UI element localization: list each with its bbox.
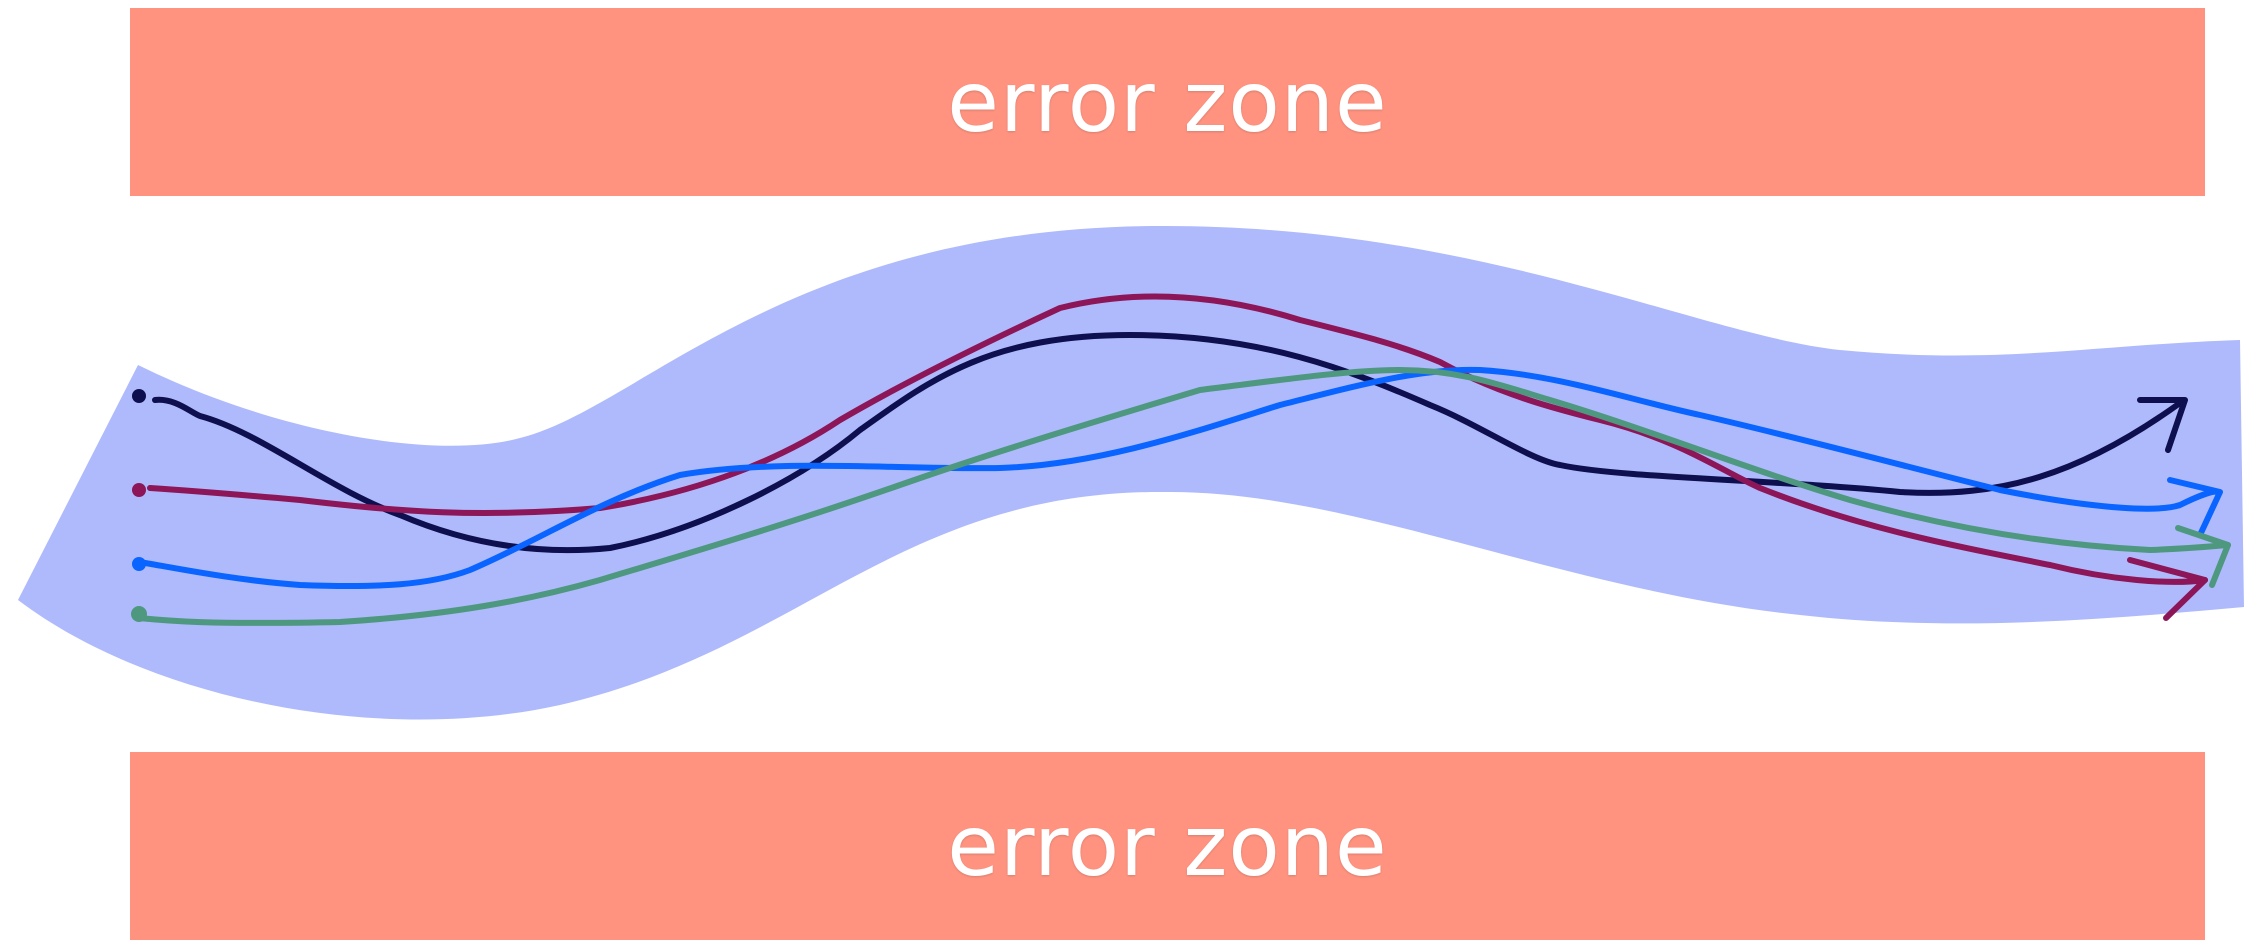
path-blue	[132, 366, 2223, 590]
tolerance-band	[18, 225, 2244, 720]
path-blue-arrowhead	[2167, 477, 2223, 538]
path-blue-stroke	[136, 366, 2221, 590]
path-navy-stroke	[152, 332, 2183, 554]
top-error-zone-label: error zone	[947, 53, 1388, 151]
path-navy-arrowhead	[2137, 397, 2188, 453]
path-teal-stroke	[136, 367, 2231, 626]
path-magenta-stroke	[147, 293, 2208, 585]
path-teal	[131, 367, 2231, 626]
path-magenta-arrowhead	[2127, 557, 2208, 621]
path-magenta	[132, 293, 2208, 621]
bottom-error-zone: error zone	[130, 752, 2205, 940]
path-magenta-start-dot	[132, 483, 146, 497]
top-error-zone: error zone	[130, 8, 2205, 196]
path-navy	[132, 332, 2188, 554]
path-teal-arrowhead	[2175, 525, 2231, 588]
path-navy-start-dot	[132, 389, 146, 403]
bottom-error-zone-label: error zone	[947, 797, 1388, 895]
